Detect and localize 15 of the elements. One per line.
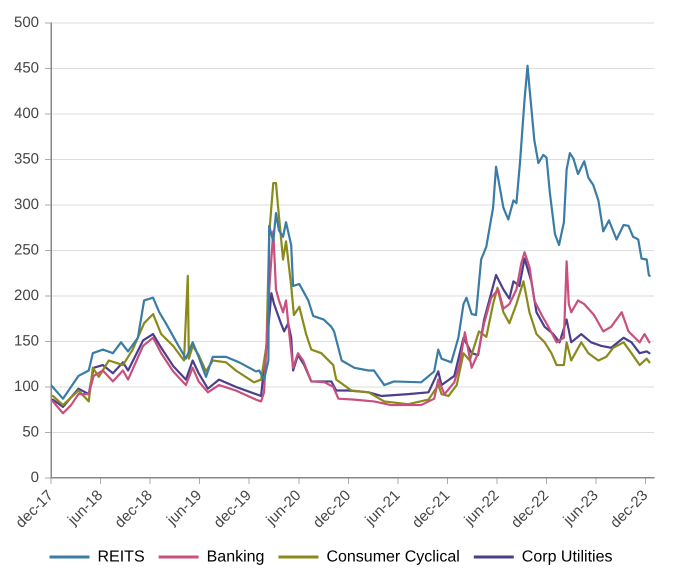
legend-label: REITS <box>98 548 145 566</box>
y-tick-label: 150 <box>14 332 40 350</box>
y-tick-label: 350 <box>14 150 40 168</box>
y-tick-label: 200 <box>14 287 40 304</box>
y-tick-label: 450 <box>14 60 40 77</box>
legend-label: Banking <box>206 548 264 566</box>
y-tick-label: 0 <box>30 468 40 486</box>
y-tick-label: 300 <box>14 196 40 214</box>
y-tick-label: 250 <box>14 242 40 259</box>
y-tick-label: 100 <box>14 378 40 396</box>
y-tick-label: 50 <box>22 424 40 440</box>
legend-label: Consumer Cyclical <box>326 548 460 566</box>
y-tick-label: 400 <box>14 105 40 122</box>
legend-label: Corp Utilities <box>522 548 612 566</box>
y-tick-label: 500 <box>14 14 40 32</box>
